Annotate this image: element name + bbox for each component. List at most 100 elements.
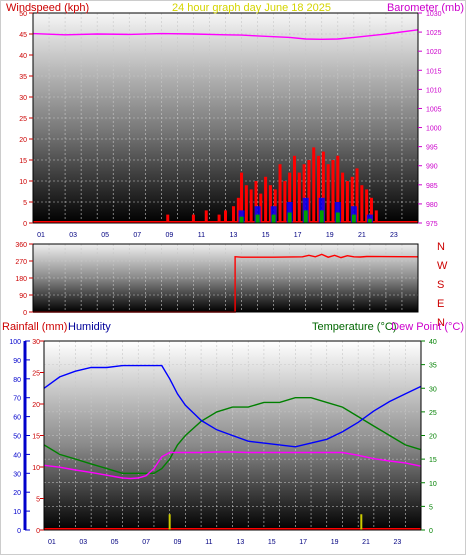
temperature-tick-label: 5 <box>429 504 433 511</box>
wind-axes: 0510152025303540455097598098599099510001… <box>19 11 441 239</box>
barometer-line <box>32 29 419 41</box>
windspeed-axis-title: Windspeed (kph) <box>6 2 89 14</box>
dewpoint-axis-title: Dew Point (°C) <box>391 321 464 333</box>
temp-series <box>43 364 422 530</box>
compass-label: N <box>437 317 445 329</box>
low-bar <box>255 214 260 223</box>
gust-bar <box>336 155 340 223</box>
hour-tick-label: 21 <box>358 232 366 239</box>
gust-bar <box>369 197 373 223</box>
barometer-axis-title: Barometer (mb) <box>387 2 464 14</box>
chart-title: 24 hour graph day June 18 2025 <box>172 2 331 14</box>
hour-tick-label: 21 <box>362 539 370 546</box>
barometer-tick-label: 1010 <box>426 87 442 94</box>
direction-tick-label: 180 <box>15 276 27 283</box>
compass-label: S <box>437 279 444 291</box>
humidity-axis-title: Humidity <box>68 321 111 333</box>
humidity-tick-label: 70 <box>13 396 21 403</box>
low-bar <box>287 212 292 223</box>
humidity-tick-label: 90 <box>13 358 21 365</box>
low-bar <box>335 212 340 223</box>
compass-label: W <box>437 260 448 272</box>
low-bar <box>351 214 356 223</box>
compass-label: E <box>437 298 444 310</box>
gust-bar <box>236 197 240 223</box>
temperature-axis-title: Temperature (°C) <box>312 321 396 333</box>
temperature-tick-label: 30 <box>429 386 437 393</box>
rainfall-tick-label: 5 <box>36 497 40 504</box>
gust-bar <box>217 214 221 223</box>
temperature-tick-label: 40 <box>429 339 437 346</box>
rainfall-axis-title: Rainfall (mm) <box>2 321 67 333</box>
low-bar <box>239 216 244 223</box>
temp-axes: 0510152025303540010203040506070809010005… <box>9 339 437 546</box>
hour-tick-label: 01 <box>37 232 45 239</box>
hour-tick-label: 11 <box>205 539 212 546</box>
hour-tick-label: 13 <box>230 232 238 239</box>
barometer-tick-label: 990 <box>426 164 438 171</box>
wind-series <box>32 29 419 223</box>
humidity-tick-label: 20 <box>13 490 21 497</box>
gust-bar <box>264 176 268 223</box>
hour-tick-label: 09 <box>165 232 173 239</box>
hour-tick-label: 07 <box>133 232 141 239</box>
direction-grid <box>33 244 418 312</box>
humidity-line <box>43 364 422 448</box>
direction-tick-label: 360 <box>15 242 27 249</box>
temperature-line <box>43 397 422 474</box>
temperature-tick-label: 35 <box>429 363 437 370</box>
gust-bar <box>374 210 378 223</box>
gust-bar <box>326 164 330 223</box>
windspeed-tick-label: 15 <box>19 158 27 165</box>
gust-bar <box>321 151 325 223</box>
dewpoint-line <box>43 451 422 480</box>
barometer-tick-label: 1025 <box>426 30 442 37</box>
hour-tick-label: 19 <box>331 539 339 546</box>
hour-tick-label: 07 <box>142 539 150 546</box>
barometer-tick-label: 1005 <box>426 106 442 113</box>
windspeed-tick-label: 40 <box>19 53 27 60</box>
barometer-tick-label: 985 <box>426 183 438 190</box>
humidity-tick-label: 10 <box>13 509 21 516</box>
windspeed-tick-label: 30 <box>19 95 27 102</box>
hour-tick-label: 15 <box>268 539 276 546</box>
humidity-tick-label: 30 <box>13 471 21 478</box>
windspeed-tick-label: 10 <box>19 179 27 186</box>
hour-tick-label: 03 <box>69 232 77 239</box>
direction-tick-label: 0 <box>23 310 27 317</box>
rainfall-tick-label: 25 <box>32 371 40 378</box>
compass-label: N <box>437 241 445 253</box>
windspeed-tick-label: 25 <box>19 116 27 123</box>
hour-tick-label: 13 <box>236 539 244 546</box>
barometer-tick-label: 995 <box>426 145 438 152</box>
low-bar <box>367 218 372 223</box>
gust-bar <box>350 176 354 223</box>
low-bar <box>303 210 308 223</box>
gust-bar <box>249 189 253 223</box>
windspeed-tick-label: 0 <box>23 221 27 228</box>
gust-bar <box>365 189 369 223</box>
gust-bar <box>232 206 236 223</box>
gust-bar <box>166 214 170 223</box>
barometer-tick-label: 1015 <box>426 68 442 75</box>
gust-bar <box>268 185 272 223</box>
hour-tick-label: 19 <box>326 232 334 239</box>
rainfall-tick-label: 30 <box>32 339 40 346</box>
hour-tick-label: 15 <box>262 232 270 239</box>
gust-bar <box>292 155 296 223</box>
hour-tick-label: 01 <box>48 539 56 546</box>
barometer-tick-label: 980 <box>426 202 438 209</box>
gust-bar <box>297 172 301 223</box>
gust-bar <box>240 172 244 223</box>
humidity-tick-label: 60 <box>13 415 21 422</box>
windspeed-tick-label: 50 <box>19 11 27 18</box>
gust-bar <box>307 160 311 223</box>
rainfall-tick-label: 15 <box>32 434 40 441</box>
barometer-tick-label: 975 <box>426 221 438 228</box>
gust-bar <box>345 181 349 223</box>
temperature-tick-label: 10 <box>429 481 437 488</box>
hour-tick-label: 11 <box>198 232 205 239</box>
barometer-tick-label: 1000 <box>426 126 442 133</box>
wind-direction-line <box>33 253 419 313</box>
